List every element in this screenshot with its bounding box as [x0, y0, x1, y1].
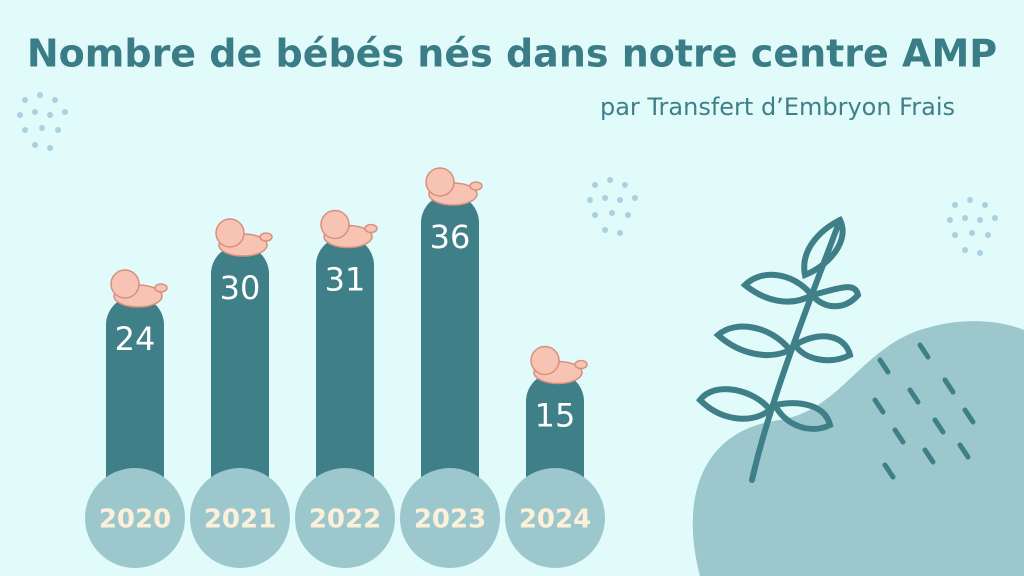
- baby-icon: [320, 209, 378, 249]
- dots: [17, 92, 998, 256]
- bar: [211, 245, 269, 520]
- baby-foot: [259, 232, 273, 242]
- baby-icon: [215, 218, 273, 257]
- baby-head: [530, 345, 560, 376]
- year-circle: [190, 468, 290, 568]
- year-circle: [85, 468, 185, 568]
- x-tick-label: 2022: [309, 505, 381, 535]
- baby-icon: [110, 269, 168, 308]
- baby-head: [425, 167, 455, 197]
- baby-icon: [530, 345, 588, 385]
- baby-head: [215, 218, 245, 248]
- baby-icon: [425, 167, 483, 206]
- x-tick-label: 2024: [519, 505, 591, 535]
- value-label: 36: [430, 218, 471, 256]
- x-tick-label: 2021: [204, 505, 276, 535]
- x-tick-label: 2023: [414, 505, 486, 535]
- year-circle: [505, 468, 605, 568]
- value-label: 31: [325, 261, 366, 299]
- baby-foot: [469, 181, 483, 191]
- baby-foot: [364, 223, 378, 234]
- chart-title: Nombre de bébés nés dans notre centre AM…: [27, 32, 997, 76]
- baby-head: [320, 209, 350, 240]
- baby-foot: [154, 283, 168, 293]
- blob: [692, 321, 1024, 576]
- baby-head: [110, 269, 140, 299]
- baby-foot: [574, 359, 588, 370]
- dashes: [872, 342, 976, 480]
- value-label: 15: [535, 397, 576, 435]
- bar: [421, 194, 479, 520]
- value-label: 30: [220, 269, 261, 307]
- leaf-branch: [696, 215, 862, 483]
- value-label: 24: [115, 320, 156, 358]
- year-circle: [400, 468, 500, 568]
- year-circle: [295, 468, 395, 568]
- bar: [316, 236, 374, 520]
- bar: [106, 296, 164, 520]
- x-tick-label: 2020: [99, 505, 171, 535]
- chart-subtitle: par Transfert d’Embryon Frais: [600, 93, 955, 121]
